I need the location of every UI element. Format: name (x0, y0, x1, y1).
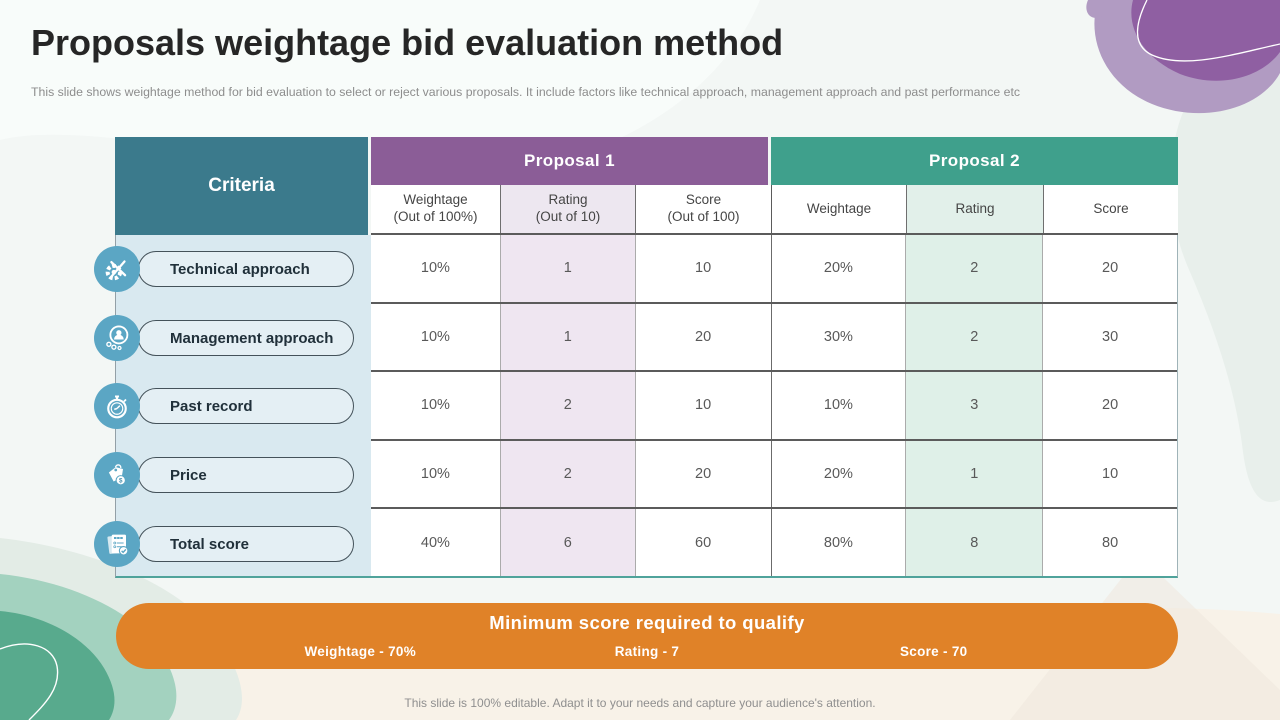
subheader-p2-weightage: Weightage (771, 185, 906, 233)
subheader-sublabel: (Out of 100) (667, 209, 740, 224)
subheader-p2-score: Score (1043, 185, 1178, 233)
proposal1-header-cell: Proposal 1 (371, 137, 771, 185)
criterion-pill: Total score (138, 526, 354, 562)
cell-p2-rating: 1 (905, 440, 1043, 508)
table-row: 40% 6 60 80% 8 80 (371, 507, 1177, 576)
criterion-label: Price (170, 466, 207, 484)
criteria-column-body (115, 235, 371, 578)
subheader-p1-weightage: Weightage (Out of 100%) (371, 185, 500, 233)
table-row: 10% 1 20 30% 2 30 (371, 301, 1177, 371)
cell-p1-rating: 1 (499, 303, 635, 371)
criterion-label: Total score (170, 535, 249, 553)
banner-stat-rating: Rating - 7 (614, 644, 680, 659)
subheader-label: Rating (548, 192, 588, 208)
cell-p1-weightage: 10% (371, 303, 500, 371)
cell-p2-score: 30 (1042, 303, 1177, 371)
right-pale-blob (1170, 62, 1280, 503)
cell-p1-rating: 2 (499, 372, 635, 439)
purple-white-curve (1136, 0, 1280, 62)
subheader-p1-score: Score (Out of 100) (635, 185, 771, 233)
proposal2-header-cell: Proposal 2 (771, 137, 1178, 185)
table-row: 10% 2 20 20% 1 10 (371, 438, 1177, 508)
cell-p2-weightage: 20% (770, 440, 906, 508)
gear-tools-icon (105, 260, 127, 281)
cell-p1-weightage: 40% (371, 509, 500, 576)
subheader-label: Score (1093, 200, 1129, 216)
subheader-label: Weightage (403, 192, 468, 208)
banner-stat-weightage: Weightage - 70% (304, 644, 417, 659)
table-row: 10% 2 10 10% 3 20 (371, 370, 1177, 439)
criterion-icon-badge (94, 383, 140, 429)
subheader-label: Weightage (806, 200, 872, 216)
criterion-pill: Past record (138, 388, 354, 424)
editable-note: This slide is 100% editable. Adapt it to… (404, 696, 876, 710)
criterion-icon-badge (94, 246, 140, 292)
cell-p1-score: 20 (634, 440, 771, 508)
cell-p2-rating: 3 (905, 372, 1043, 439)
slide-subtitle: This slide shows weightage method for bi… (31, 85, 1021, 99)
price-tag-icon: $ (108, 464, 126, 486)
cell-p1-weightage: 10% (371, 440, 500, 508)
subheader-sublabel: (Out of 100%) (393, 209, 478, 224)
subheader-sublabel: (Out of 10) (535, 209, 601, 224)
green-white-curve (0, 643, 59, 720)
purple-curl-shape (1086, 0, 1106, 18)
table-row: 10% 1 10 20% 2 20 (371, 235, 1177, 302)
cell-p2-score: 10 (1042, 440, 1177, 508)
cell-p1-score: 10 (634, 372, 771, 439)
criterion-pill: Price (138, 457, 354, 493)
cell-p1-weightage: 10% (371, 372, 500, 439)
cell-p2-weightage: 80% (770, 509, 906, 576)
cell-p1-score: 60 (634, 509, 771, 576)
criterion-icon-badge (94, 315, 140, 361)
cell-p1-weightage: 10% (371, 235, 500, 302)
subheader-label: Score (685, 192, 722, 208)
banner-title: Minimum score required to qualify (489, 612, 805, 633)
cell-p2-rating: 2 (905, 235, 1043, 302)
criterion-icon-badge (94, 521, 140, 567)
cell-p2-rating: 8 (905, 509, 1043, 576)
criterion-pill: Management approach (138, 320, 354, 356)
criterion-label: Management approach (170, 329, 334, 347)
subheader-row: Weightage (Out of 100%) Rating (Out of 1… (371, 185, 1178, 235)
checklist-icon (107, 534, 129, 556)
cell-p1-rating: 2 (499, 440, 635, 508)
cell-p2-weightage: 10% (770, 372, 906, 439)
cell-p2-score: 20 (1042, 235, 1177, 302)
evaluation-data-grid: 10% 1 10 20% 2 20 10% 1 20 30% 2 30 10% … (371, 235, 1178, 578)
cell-p1-rating: 1 (499, 235, 635, 302)
banner-stat-score: Score - 70 (899, 644, 968, 659)
criterion-pill: Technical approach (138, 251, 354, 287)
criterion-icon-badge: $ (94, 452, 140, 498)
cell-p1-score: 20 (634, 303, 771, 371)
background-wash-shape (0, 0, 760, 177)
cell-p2-score: 80 (1042, 509, 1177, 576)
cell-p1-score: 10 (634, 235, 771, 302)
cell-p2-score: 20 (1042, 372, 1177, 439)
subheader-p1-rating: Rating (Out of 10) (500, 185, 635, 233)
cell-p1-rating: 6 (499, 509, 635, 576)
subheader-p2-rating: Rating (906, 185, 1043, 233)
dark-purple-blob (1131, 0, 1280, 81)
manager-icon (106, 325, 129, 351)
stopwatch-icon (107, 395, 127, 419)
criterion-label: Past record (170, 397, 253, 415)
cell-p2-weightage: 30% (770, 303, 906, 371)
minimum-score-banner: Minimum score required to qualify Weight… (116, 603, 1178, 669)
subheader-label: Rating (955, 200, 995, 216)
criterion-label: Technical approach (170, 260, 310, 278)
svg-text:$: $ (119, 478, 123, 485)
cell-p2-rating: 2 (905, 303, 1043, 371)
cell-p2-weightage: 20% (770, 235, 906, 302)
page-title: Proposals weightage bid evaluation metho… (31, 22, 784, 63)
criteria-header-cell: Criteria (115, 137, 371, 235)
